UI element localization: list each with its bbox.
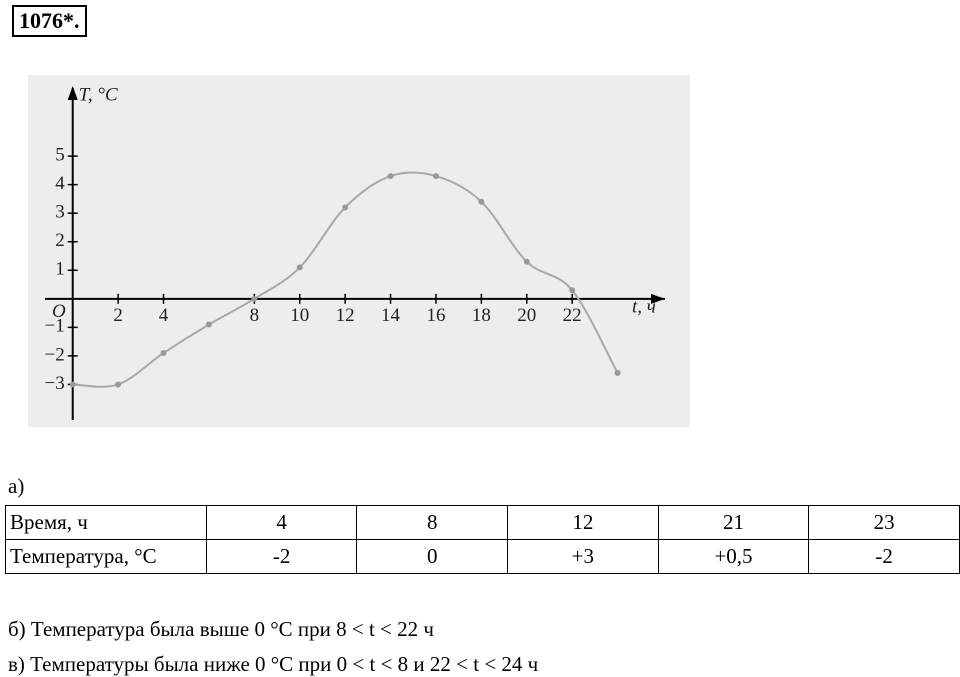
point (569, 287, 576, 294)
point (251, 295, 258, 302)
y-tick-label: 1 (55, 259, 65, 280)
x-axis-label: t, ч (632, 296, 656, 317)
y-tick-label: 4 (55, 173, 65, 194)
problem-number: 1076*. (12, 5, 87, 37)
x-tick-label: 18 (472, 305, 491, 326)
point (478, 198, 485, 205)
x-arrow (651, 293, 665, 304)
x-tick-label: 4 (159, 305, 169, 326)
x-tick-label: 2 (113, 305, 123, 326)
table-cell: -2 (205, 539, 358, 574)
x-tick-label: 12 (336, 305, 355, 326)
origin-label: O (52, 301, 66, 322)
table-cell: 21 (657, 505, 810, 540)
table-row: Время, ч 4 8 12 21 23 (5, 505, 960, 540)
table-cell: Время, ч (5, 505, 207, 540)
point (387, 173, 394, 180)
point (205, 321, 212, 328)
y-tick-label: −2 (44, 344, 64, 365)
table-cell: -2 (808, 539, 960, 574)
x-tick-label: 14 (381, 305, 401, 326)
table-cell: Температура, °C (5, 539, 207, 574)
chart-background (28, 75, 690, 427)
x-tick-label: 22 (563, 305, 582, 326)
table-cell: +0,5 (657, 539, 810, 574)
answer: в) Температуры была ниже 0 °C при 0 < t … (8, 652, 539, 676)
y-tick-label: 5 (55, 144, 65, 165)
answer: б) Температура была выше 0 °C при 8 < t … (8, 617, 434, 641)
y-arrow (67, 86, 78, 100)
y-tick-label: 2 (55, 230, 65, 251)
y-tick-label: −1 (44, 316, 64, 337)
table-cell: 12 (507, 505, 659, 540)
y-tick-label: 3 (55, 202, 65, 223)
point (523, 258, 530, 265)
x-tick-label: 20 (517, 305, 536, 326)
table-cell: 4 (205, 505, 358, 540)
point (342, 204, 349, 211)
table-cell: 0 (356, 539, 509, 574)
table-cell: 8 (356, 505, 509, 540)
table-cell: +3 (507, 539, 659, 574)
point (69, 381, 76, 388)
point (160, 350, 167, 357)
point (432, 173, 439, 180)
part-label: а) (8, 474, 25, 498)
x-tick-label: 8 (250, 305, 260, 326)
table-row: Температура, °C -2 0 +3 +0,5 -2 (5, 539, 960, 574)
table: Время, ч 4 8 12 21 23 Температура, °C -2 0 +3 +0,5… (5, 505, 960, 574)
y-tick-label: −3 (44, 373, 64, 394)
point (115, 381, 122, 388)
table-cell: 23 (808, 505, 960, 540)
point (614, 370, 621, 377)
point (296, 264, 303, 271)
x-tick-label: 16 (426, 305, 445, 326)
x-tick-label: 10 (290, 305, 309, 326)
y-axis-label: T, °C (79, 84, 118, 105)
